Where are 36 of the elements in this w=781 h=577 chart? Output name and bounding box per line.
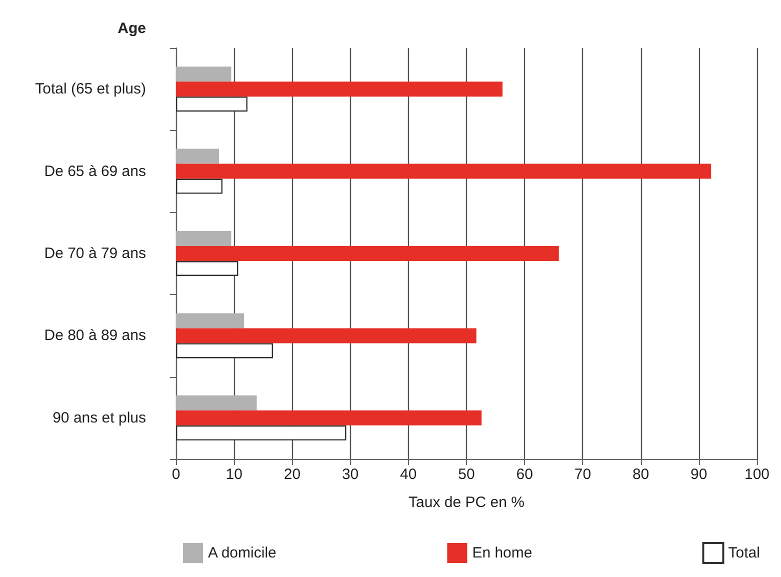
bar xyxy=(176,425,346,440)
y-tick-label: Total (65 et plus) xyxy=(35,80,146,98)
y-axis-title: Age xyxy=(118,20,146,37)
x-tick-label: 10 xyxy=(226,466,242,483)
x-tick-label: 90 xyxy=(690,466,708,483)
x-tick-label: 50 xyxy=(458,466,475,483)
y-tick-label: De 65 à 69 ans xyxy=(44,162,146,180)
x-axis-title: Taux de PC en % xyxy=(408,494,524,511)
bar xyxy=(176,66,232,82)
y-tick-label: De 80 à 89 ans xyxy=(44,327,146,344)
x-tick-label: 20 xyxy=(284,466,301,483)
x-tick-label: 40 xyxy=(400,466,417,483)
x-tick-label: 80 xyxy=(632,466,650,483)
x-tick-label: 60 xyxy=(516,466,533,483)
x-tick-label: 0 xyxy=(172,466,180,483)
bar xyxy=(176,148,219,164)
bar xyxy=(176,231,232,246)
bar xyxy=(176,261,238,276)
legend-label: A domicile xyxy=(208,544,276,562)
x-tick-label: 30 xyxy=(342,466,359,483)
bar xyxy=(176,164,712,179)
bar xyxy=(176,82,503,97)
y-tick-label: De 70 à 79 ans xyxy=(44,245,146,262)
bar xyxy=(176,313,244,328)
bar xyxy=(176,343,274,358)
bar xyxy=(176,96,248,112)
bar xyxy=(176,395,257,410)
legend-label: Total xyxy=(728,544,760,562)
bar xyxy=(176,328,476,344)
bar xyxy=(176,178,222,194)
y-tick-label: 90 ans et plus xyxy=(52,409,146,426)
bar xyxy=(176,410,482,426)
x-tick-label: 70 xyxy=(574,466,592,483)
bar xyxy=(176,246,559,261)
legend-label: En home xyxy=(472,544,532,562)
x-tick-label: 100 xyxy=(744,466,770,483)
